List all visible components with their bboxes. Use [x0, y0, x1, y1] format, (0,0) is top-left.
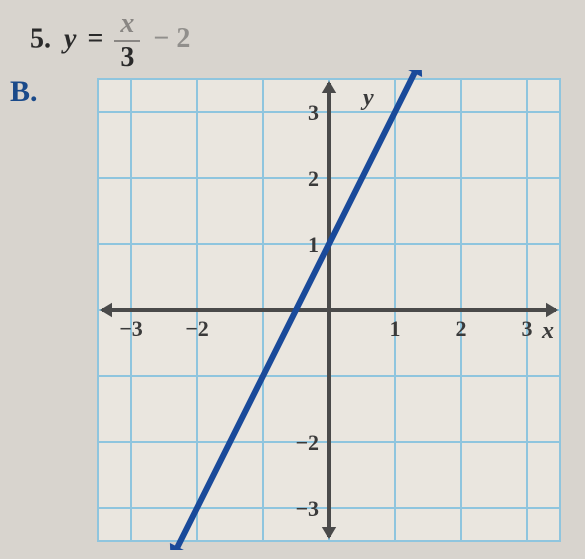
svg-text:3: 3	[308, 100, 319, 125]
coordinate-chart: −3 −2 1 2 3 −3 −2 1 2 3 y x	[65, 70, 565, 550]
item-number: 5.	[30, 23, 51, 54]
svg-text:−3: −3	[119, 316, 143, 341]
svg-text:2: 2	[308, 166, 319, 191]
svg-text:−3: −3	[295, 496, 319, 521]
svg-text:3: 3	[522, 316, 533, 341]
chart-item-label: B.	[10, 75, 38, 109]
svg-text:−2: −2	[185, 316, 209, 341]
svg-text:1: 1	[308, 232, 319, 257]
svg-text:y: y	[360, 85, 374, 111]
svg-text:−2: −2	[295, 430, 319, 455]
equation-trailing: − 2	[153, 23, 190, 54]
svg-text:x: x	[541, 318, 554, 344]
svg-text:1: 1	[390, 316, 401, 341]
equation-numerator: x	[114, 8, 140, 42]
equation-equals: =	[87, 23, 103, 54]
svg-text:2: 2	[456, 316, 467, 341]
equation-lhs: y	[64, 23, 76, 54]
problem-equation: 5. y = x 3 − 2	[30, 8, 190, 74]
